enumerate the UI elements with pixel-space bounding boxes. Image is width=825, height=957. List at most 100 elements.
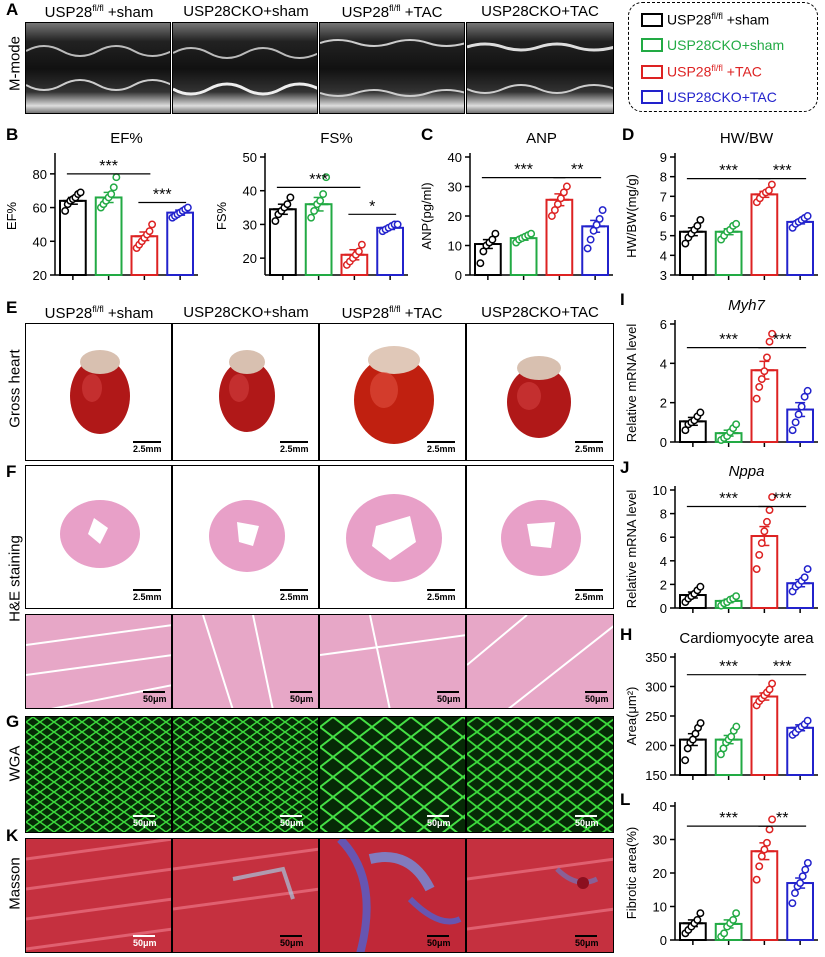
- data-point: [307, 213, 316, 222]
- bar: [786, 882, 814, 942]
- data-point: [797, 402, 806, 411]
- data-point: [803, 859, 812, 867]
- data-point: [316, 196, 325, 205]
- significance-label: ***: [99, 158, 118, 175]
- data-point: [755, 862, 764, 871]
- data-point: [112, 173, 121, 182]
- chart-cardiomyocyte-area: Cardiomyocyte area Area(μm²) 150 200 250 300 3…: [624, 630, 818, 783]
- scale-bar-gross-4: 2.5mm: [575, 441, 604, 454]
- y-tick-label: 4: [660, 248, 667, 263]
- col-title-a-3: USP28fl/fl +TAC: [341, 3, 443, 21]
- data-point: [768, 329, 777, 338]
- scale-bar-wga-1: 50μm: [133, 815, 157, 828]
- data-point: [476, 259, 485, 268]
- data-point: [145, 227, 154, 236]
- data-point: [586, 235, 595, 244]
- bar: [376, 226, 404, 277]
- y-tick-label: 6: [660, 209, 667, 224]
- chart-title: Cardiomyocyte area: [679, 630, 814, 647]
- he-low-image-1: 2.5mm: [25, 465, 172, 609]
- y-tick-label: 40: [243, 184, 257, 199]
- chart-title: FS%: [320, 130, 353, 147]
- data-point: [764, 186, 773, 195]
- data-point: [696, 215, 705, 224]
- y-tick-label: 8: [660, 170, 667, 185]
- data-point: [762, 517, 771, 526]
- data-point: [271, 217, 280, 226]
- y-axis-label: EF%: [4, 201, 19, 230]
- col-title-a-1: USP28fl/fl +sham: [44, 3, 154, 21]
- row-label-gross: Gross heart: [6, 349, 24, 428]
- y-tick-label: 200: [645, 739, 667, 754]
- data-point: [720, 929, 729, 938]
- data-point: [803, 212, 812, 220]
- mmode-image-1: [25, 22, 171, 114]
- masson-image-2: 50μm: [172, 838, 319, 953]
- significance-label: ***: [719, 810, 738, 827]
- significance-label: ***: [773, 332, 792, 349]
- legend-item-4: USP28CKO+TAC: [641, 89, 777, 105]
- data-point: [693, 915, 702, 924]
- data-point: [762, 353, 771, 362]
- col-title-e-1: USP28fl/fl +sham: [44, 304, 154, 322]
- data-point: [768, 815, 777, 824]
- data-point: [732, 909, 741, 918]
- mmode-image-3: [319, 22, 465, 114]
- scale-bar-he-4: 2.5mm: [575, 589, 604, 602]
- significance-label: ***: [719, 163, 738, 180]
- data-point: [283, 200, 292, 209]
- wga-image-3: 50μm: [319, 716, 466, 833]
- gross-heart-image-2: 2.5mm: [172, 323, 319, 461]
- legend-swatch-4: [641, 90, 663, 104]
- data-point: [732, 722, 741, 731]
- he-high-image-1: 50μm: [25, 614, 172, 709]
- scale-bar-he-high-1: 50μm: [143, 691, 167, 704]
- data-point: [286, 193, 295, 202]
- data-point: [76, 188, 85, 197]
- y-tick-label: 2: [660, 396, 667, 411]
- significance-label: ***: [773, 491, 792, 508]
- data-point: [553, 200, 562, 209]
- data-point: [791, 418, 800, 427]
- data-point: [757, 539, 766, 548]
- data-point: [550, 206, 559, 215]
- data-point: [354, 247, 363, 256]
- data-point: [556, 194, 565, 203]
- y-tick-label: 9: [660, 150, 667, 165]
- y-tick-label: 4: [660, 554, 667, 569]
- y-tick-label: 350: [645, 650, 667, 665]
- col-title-e-3: USP28fl/fl +TAC: [341, 304, 443, 322]
- data-point: [803, 565, 812, 574]
- y-tick-label: 3: [660, 268, 667, 283]
- scale-bar-he-3: 2.5mm: [427, 589, 456, 602]
- data-point: [488, 235, 497, 244]
- panel-label-K: K: [6, 826, 19, 845]
- data-point: [760, 367, 769, 376]
- y-tick-label: 4: [660, 356, 667, 371]
- data-point: [788, 426, 797, 435]
- chart-title: ANP: [526, 130, 557, 147]
- significance-label: ***: [773, 659, 792, 676]
- data-point: [800, 392, 809, 401]
- row-label-mmode: M-mode: [6, 36, 24, 92]
- data-point: [183, 203, 192, 212]
- bar: [545, 198, 574, 276]
- data-point: [562, 182, 571, 191]
- y-tick-label: 10: [448, 239, 462, 254]
- data-point: [595, 215, 604, 223]
- panel-label-G: G: [6, 712, 20, 731]
- chart-title: HW/BW: [720, 130, 774, 147]
- data-point: [491, 229, 500, 238]
- data-point: [696, 408, 705, 417]
- he-high-image-4: 50μm: [466, 614, 614, 709]
- data-point: [696, 582, 705, 591]
- significance-label: ***: [773, 163, 792, 180]
- significance-label: **: [571, 162, 583, 179]
- significance-label: **: [776, 810, 788, 827]
- data-point: [547, 212, 556, 220]
- data-point: [109, 183, 118, 192]
- col-title-a-2: USP28CKO+sham: [183, 3, 309, 20]
- data-point: [801, 865, 810, 874]
